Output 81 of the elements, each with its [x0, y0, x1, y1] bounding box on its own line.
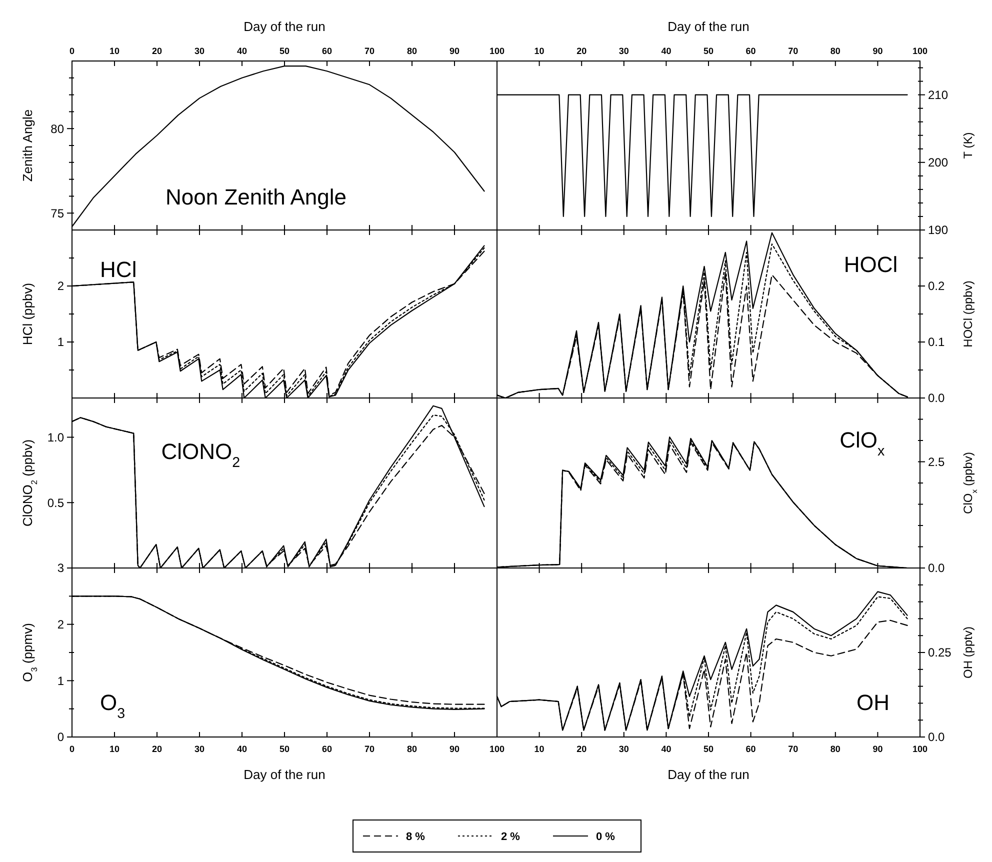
- x-tick-label: 40: [236, 46, 248, 56]
- x-tick-label: 100: [912, 744, 928, 754]
- x-tick-label: 30: [618, 744, 629, 754]
- y-axis-title: Zenith Angle: [20, 109, 35, 182]
- y-tick-label: 200: [928, 156, 948, 170]
- x-tick-label: 50: [703, 744, 714, 754]
- legend-label: 8 %: [406, 830, 426, 843]
- y-axis-title: HCl (ppbv): [20, 282, 35, 346]
- x-tick-label: 100: [489, 46, 505, 56]
- x-tick-label: 40: [236, 744, 248, 754]
- y-tick-label: 0.0: [928, 391, 946, 406]
- x-tick-label: 10: [534, 46, 544, 56]
- x-tick-label: 10: [109, 46, 120, 56]
- x-axis-title: Day of the run: [244, 767, 326, 782]
- text: O$_{3}$: [100, 690, 126, 722]
- text: Noon Zenith Angle: [166, 184, 347, 210]
- y-tick-label: 0.2: [928, 279, 946, 294]
- y-tick-label: 2: [57, 279, 64, 294]
- x-axis-title: Day of the run: [668, 19, 750, 34]
- y-axis-title: T (K): [961, 132, 975, 159]
- y-tick-label: 210: [928, 88, 948, 102]
- y-axis-title: OH (pptv): [961, 626, 975, 679]
- y-tick-label: 0: [57, 730, 64, 744]
- x-tick-label: 50: [703, 46, 714, 56]
- x-tick-label: 20: [576, 744, 587, 754]
- x-tick-label: 90: [449, 46, 460, 56]
- y-tick-label: 75: [50, 206, 64, 220]
- x-tick-label: 80: [406, 744, 418, 754]
- x-tick-label: 50: [279, 744, 290, 754]
- x-tick-label: 80: [830, 46, 840, 56]
- x-tick-label: 70: [788, 46, 798, 56]
- x-tick-label: 20: [576, 46, 587, 56]
- y-tick-label: 0.0: [928, 730, 946, 744]
- x-tick-label: 30: [194, 46, 205, 56]
- y-tick-label: 190: [928, 223, 948, 238]
- x-tick-label: 80: [830, 744, 840, 754]
- x-tick-label: 20: [152, 744, 162, 754]
- x-tick-label: 20: [152, 46, 162, 56]
- x-tick-label: 90: [872, 744, 883, 754]
- text: HCl: [100, 257, 137, 282]
- y-tick-label: 1: [57, 674, 64, 688]
- x-tick-label: 40: [661, 744, 672, 754]
- legend-label: 2 %: [501, 830, 520, 843]
- x-tick-label: 100: [912, 46, 928, 56]
- y-tick-label: 0.0: [928, 561, 946, 576]
- x-tick-label: 60: [746, 46, 756, 56]
- legend-label: 0 %: [596, 830, 616, 843]
- y-tick-label: 0.25: [928, 646, 952, 660]
- x-axis-title: Day of the run: [244, 19, 326, 34]
- x-tick-label: 70: [364, 744, 375, 754]
- x-tick-label: 80: [406, 46, 418, 56]
- text: HOCl: [844, 252, 898, 277]
- y-tick-label: 2.5: [928, 454, 946, 469]
- x-tick-label: 50: [279, 46, 290, 56]
- x-tick-label: 0: [69, 744, 75, 754]
- x-tick-label: 10: [534, 744, 544, 754]
- text: ClO$_{x}$: [840, 427, 885, 460]
- x-tick-label: 10: [109, 744, 120, 754]
- text: OH: [856, 690, 890, 715]
- y-axis-title: HOCl (ppbv): [961, 280, 975, 348]
- y-tick-label: 1: [57, 335, 64, 350]
- x-tick-label: 70: [788, 744, 798, 754]
- x-tick-label: 40: [661, 46, 672, 56]
- x-tick-label: 30: [618, 46, 629, 56]
- x-tick-label: 90: [872, 46, 883, 56]
- y-tick-label: 3: [57, 561, 64, 576]
- text: ClONO$_{2}$: [161, 439, 240, 472]
- y-tick-label: 1.0: [47, 430, 64, 444]
- x-tick-label: 30: [194, 744, 205, 754]
- y-tick-label: 2: [57, 618, 64, 632]
- x-axis-title: Day of the run: [668, 767, 750, 782]
- x-tick-label: 60: [322, 744, 332, 754]
- x-tick-label: 90: [449, 744, 460, 754]
- x-tick-label: 60: [322, 46, 332, 56]
- y-tick-label: 0.1: [928, 335, 946, 350]
- x-tick-label: 60: [746, 744, 756, 754]
- x-tick-label: 70: [364, 46, 375, 56]
- x-tick-label: 100: [489, 744, 505, 754]
- y-tick-label: 80: [50, 122, 64, 136]
- y-tick-label: 0.5: [47, 496, 64, 510]
- x-tick-label: 0: [69, 46, 75, 56]
